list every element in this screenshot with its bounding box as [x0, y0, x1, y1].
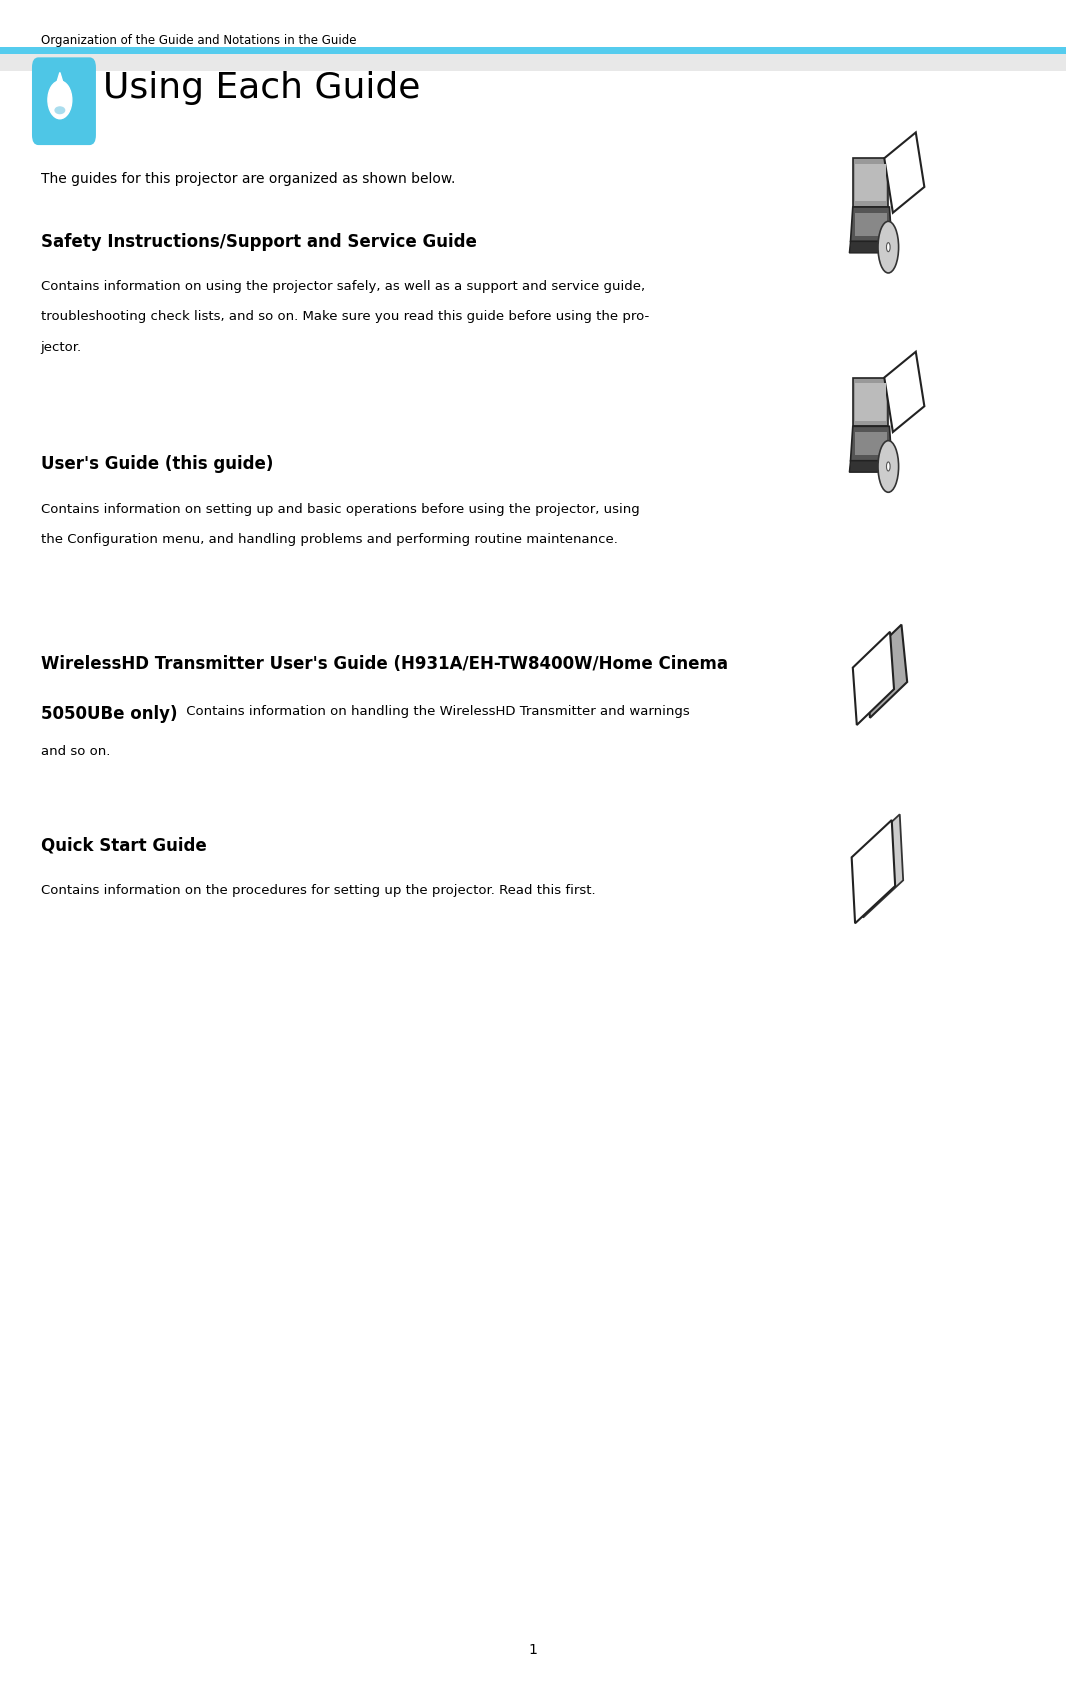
Polygon shape [853, 378, 888, 427]
Polygon shape [851, 427, 892, 461]
Text: User's Guide (this guide): User's Guide (this guide) [41, 455, 273, 474]
Text: Quick Start Guide: Quick Start Guide [41, 837, 206, 855]
Bar [0, 52, 1066, 71]
Polygon shape [885, 353, 924, 432]
Text: Contains information on handling the WirelessHD Transmitter and warnings: Contains information on handling the Wir… [182, 705, 690, 719]
Circle shape [48, 81, 71, 118]
Ellipse shape [887, 243, 890, 251]
Text: troubleshooting check lists, and so on. Make sure you read this guide before usi: troubleshooting check lists, and so on. … [41, 310, 649, 324]
Text: Safety Instructions/Support and Service Guide: Safety Instructions/Support and Service … [41, 233, 477, 251]
Text: and so on.: and so on. [41, 744, 110, 757]
Bar [0, 47, 1066, 54]
Polygon shape [850, 241, 893, 253]
Text: 5050UBe only): 5050UBe only) [41, 705, 177, 724]
Ellipse shape [878, 221, 899, 273]
Polygon shape [851, 208, 892, 241]
Ellipse shape [887, 462, 890, 471]
Polygon shape [53, 73, 66, 94]
Polygon shape [859, 815, 903, 918]
FancyBboxPatch shape [32, 57, 96, 145]
Ellipse shape [878, 440, 899, 493]
Polygon shape [855, 383, 886, 420]
Text: Contains information on the procedures for setting up the projector. Read this f: Contains information on the procedures f… [41, 884, 595, 897]
Ellipse shape [55, 106, 65, 113]
Polygon shape [853, 633, 894, 725]
Polygon shape [855, 432, 887, 455]
Text: Contains information on setting up and basic operations before using the project: Contains information on setting up and b… [41, 503, 640, 516]
Text: jector.: jector. [41, 341, 82, 354]
Text: the Configuration menu, and handling problems and performing routine maintenance: the Configuration menu, and handling pro… [41, 533, 617, 547]
Text: Using Each Guide: Using Each Guide [103, 71, 421, 105]
Polygon shape [852, 820, 895, 923]
Polygon shape [865, 624, 907, 719]
Text: WirelessHD Transmitter User's Guide (H931A/EH-TW8400W/Home Cinema: WirelessHD Transmitter User's Guide (H93… [41, 655, 727, 673]
Polygon shape [885, 133, 924, 213]
Text: 1: 1 [529, 1643, 537, 1657]
Text: Organization of the Guide and Notations in the Guide: Organization of the Guide and Notations … [41, 34, 356, 47]
Text: Contains information on using the projector safely, as well as a support and ser: Contains information on using the projec… [41, 280, 645, 294]
Polygon shape [853, 159, 888, 208]
Polygon shape [855, 213, 887, 236]
Polygon shape [850, 461, 893, 472]
Text: The guides for this projector are organized as shown below.: The guides for this projector are organi… [41, 172, 455, 186]
Polygon shape [855, 164, 886, 201]
